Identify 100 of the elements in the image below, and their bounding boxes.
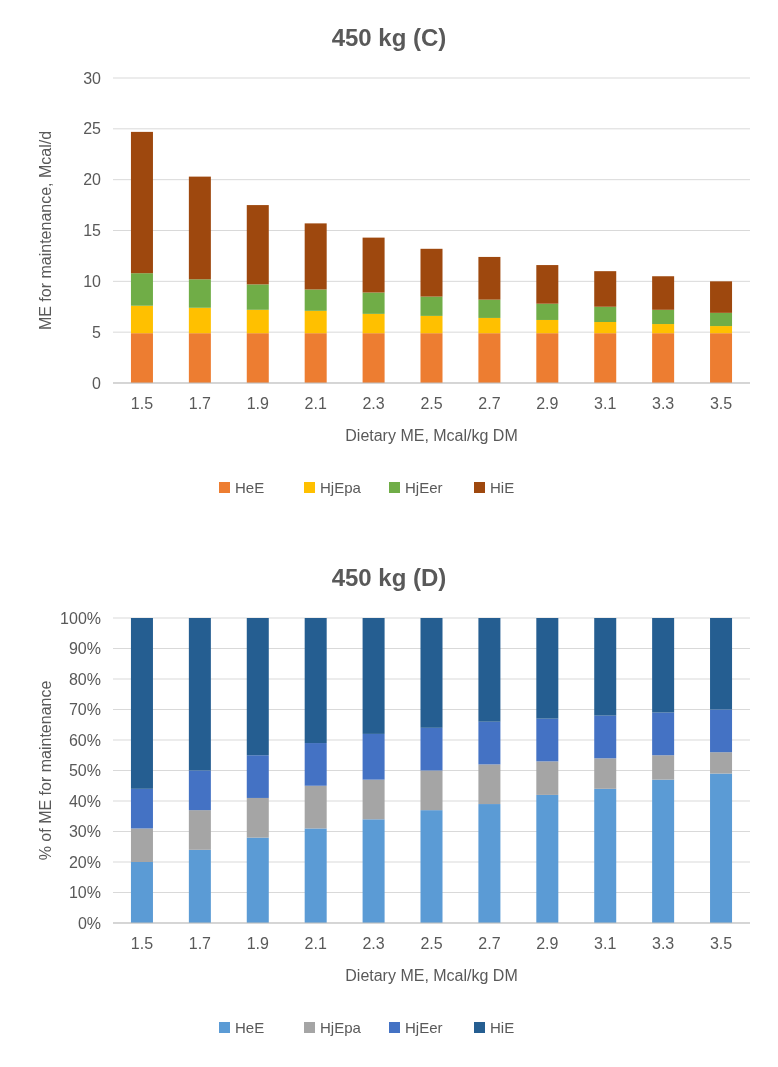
bar [188, 618, 211, 771]
y-tick-label: 20 [83, 171, 102, 189]
bar [188, 307, 211, 334]
bar [246, 309, 269, 334]
x-tick-label: 1.7 [188, 935, 212, 952]
x-axis-title: Dietary ME, Mcal/kg DM [345, 967, 518, 984]
bar [536, 303, 559, 320]
bar [710, 709, 733, 753]
bar [710, 752, 733, 774]
bar [536, 718, 559, 762]
bar [130, 333, 153, 383]
bar [710, 618, 733, 710]
legend-label: HjEpa [320, 1019, 362, 1037]
bar [652, 324, 675, 334]
bar [652, 779, 675, 923]
bar [710, 326, 733, 334]
y-tick-label: 25 [83, 120, 102, 138]
bar [130, 273, 153, 306]
bar [652, 276, 675, 310]
x-tick-label: 1.9 [246, 395, 269, 412]
bar [710, 333, 733, 383]
bar [710, 281, 733, 313]
y-tick-label: 90% [68, 640, 101, 658]
bar [478, 804, 501, 923]
bar [710, 312, 733, 327]
bar [246, 205, 269, 285]
y-tick-label: 0 [92, 374, 102, 392]
bar [478, 333, 501, 383]
bar [188, 849, 211, 923]
bar [304, 618, 327, 744]
x-tick-label: 3.5 [709, 935, 733, 952]
bar [362, 333, 385, 383]
bar [188, 333, 211, 383]
x-tick-label: 3.3 [652, 935, 675, 952]
bar [594, 715, 617, 759]
bar [362, 779, 385, 820]
bar [130, 618, 153, 789]
bar [594, 306, 617, 322]
bar [594, 618, 617, 716]
bar [536, 265, 559, 304]
bar [594, 322, 617, 334]
bar [362, 733, 385, 780]
bar [652, 333, 675, 383]
x-tick-label: 1.7 [188, 395, 212, 412]
bar [188, 279, 211, 308]
bar [362, 292, 385, 314]
bar [478, 256, 501, 300]
x-tick-label: 2.1 [304, 935, 327, 952]
bar [246, 755, 269, 798]
legend-label: HjEer [405, 479, 443, 497]
x-tick-label: 2.5 [420, 395, 443, 412]
bar [130, 828, 153, 862]
x-tick-label: 1.5 [130, 935, 154, 952]
bar [594, 758, 617, 789]
bar [362, 819, 385, 923]
y-tick-label: 100% [60, 609, 101, 627]
x-tick-label: 3.1 [594, 395, 617, 412]
y-tick-label: 50% [68, 762, 101, 780]
bar [536, 333, 559, 383]
x-tick-label: 2.5 [420, 935, 443, 952]
bar [478, 764, 501, 805]
bar [652, 712, 675, 756]
bar [362, 313, 385, 334]
bar [304, 743, 327, 786]
x-tick-label: 3.3 [652, 395, 675, 412]
bar [420, 296, 443, 316]
bar [130, 788, 153, 829]
bar [594, 333, 617, 383]
bar [652, 618, 675, 713]
y-tick-label: 10% [68, 884, 101, 902]
y-tick-label: 70% [68, 701, 101, 719]
bar [478, 721, 501, 765]
bar [246, 618, 269, 756]
legend-label: HjEpa [320, 479, 362, 497]
y-tick-label: 20% [68, 853, 101, 871]
bar [246, 284, 269, 310]
x-tick-label: 1.5 [130, 395, 154, 412]
bar [246, 797, 269, 838]
y-tick-label: 80% [68, 670, 101, 688]
bar [478, 618, 501, 722]
y-tick-label: 10 [83, 272, 102, 290]
bar [478, 317, 501, 334]
x-tick-label: 2.3 [362, 935, 385, 952]
bar [130, 131, 153, 274]
legend-label: HiE [490, 479, 515, 497]
legend-label: HiE [490, 1019, 515, 1037]
bar [304, 828, 327, 923]
bar [362, 618, 385, 734]
bar [246, 837, 269, 923]
y-tick-label: 15 [83, 222, 102, 240]
x-tick-label: 2.1 [304, 395, 327, 412]
bar [594, 788, 617, 923]
legend-label: HeE [235, 1019, 265, 1037]
x-axis-title: Dietary ME, Mcal/kg DM [345, 427, 518, 444]
bar [304, 223, 327, 290]
x-tick-label: 2.7 [478, 395, 501, 412]
bar [130, 305, 153, 334]
bar [188, 770, 211, 811]
bar [304, 333, 327, 383]
y-tick-label: 0% [77, 914, 101, 932]
